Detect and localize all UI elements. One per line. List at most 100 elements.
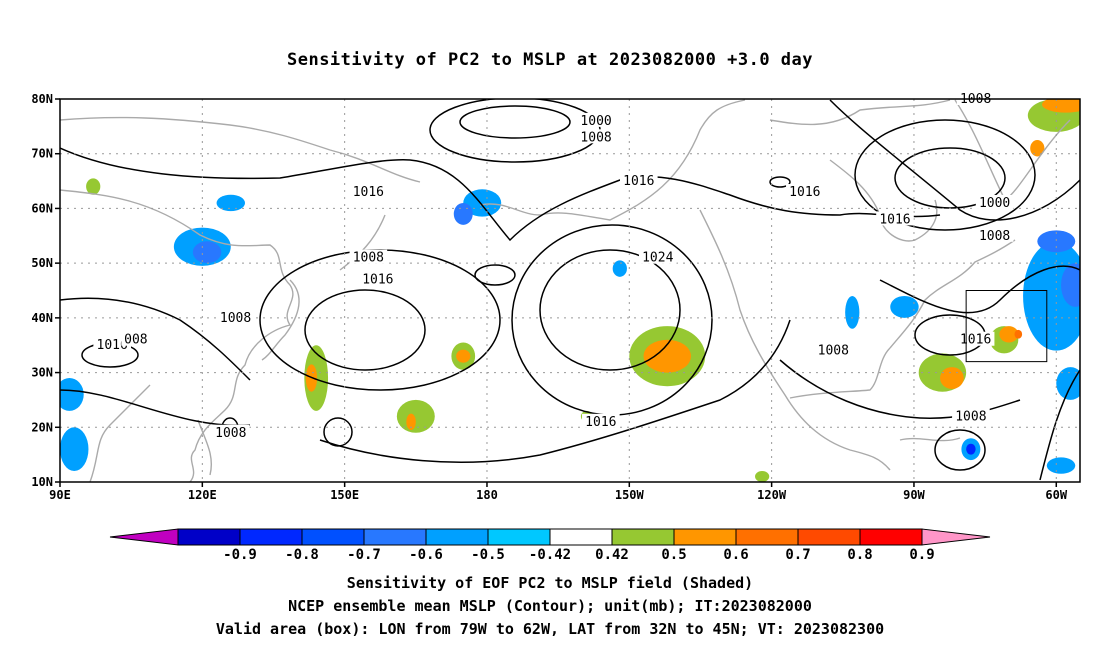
colorbar-label: -0.5: [471, 547, 505, 563]
map-title: Sensitivity of PC2 to MSLP at 2023082000…: [286, 50, 813, 70]
sensitivity-patch-pos_0_6: [940, 367, 964, 389]
contour-label: 1008: [979, 229, 1010, 244]
sensitivity-patch-neg_0_5: [60, 378, 84, 411]
colorbar-label: 0.6: [723, 547, 748, 563]
contour-1016-south: [319, 319, 791, 463]
contour-label: 1016: [960, 333, 991, 348]
contour-1008-asia: [60, 297, 251, 381]
coastline-gulf: [789, 347, 891, 399]
sensitivity-patch-pos_0_6: [1042, 99, 1080, 113]
colorbar-swatch: [673, 528, 737, 546]
sensitivity-patch-pos_0_5: [86, 178, 101, 195]
coastline-kamchatka: [339, 214, 386, 271]
colorbar-swatch: [363, 528, 427, 546]
lat-tick-label: 20N: [31, 420, 53, 434]
contour-label-bg: [211, 424, 250, 439]
lon-tick-label: 90E: [49, 488, 71, 502]
colorbar-label: 0.42: [595, 547, 629, 563]
plot-background: [60, 99, 1080, 482]
sensitivity-shading-layer: [60, 99, 1080, 482]
sensitivity-patch-neg_0_5: [1023, 241, 1080, 351]
contour-label: 1008: [215, 426, 246, 441]
coastline-hudson: [829, 159, 938, 242]
lat-tick-label: 40N: [31, 311, 53, 325]
caption-shaded: Sensitivity of EOF PC2 to MSLP field (Sh…: [346, 574, 754, 592]
coastline-alaska: [479, 99, 746, 221]
coastline-japan: [261, 279, 300, 361]
contour-1000-north-pacific: [459, 105, 571, 139]
sensitivity-patch-neg_0_5: [463, 189, 502, 217]
lat-tick-label: 30N: [31, 366, 53, 380]
contour-label: 1000: [979, 196, 1010, 211]
contour-label: 1000: [580, 114, 611, 129]
sensitivity-patch-pos_0_6: [456, 349, 471, 363]
colorbar: -0.9 -0.8 -0.7 -0.6 -0.5 -0.42 0.42 0.5 0.6 0.7 0.…: [109, 528, 991, 563]
lat-tick-label: 10N: [31, 475, 53, 489]
contour-small-4: [769, 176, 791, 188]
colorbar-label: 0.9: [909, 547, 934, 563]
contour-label: 1008: [580, 130, 611, 145]
colorbar-swatch: [239, 528, 303, 546]
contour-label-bg: [577, 112, 615, 127]
colorbar-swatch: [611, 528, 675, 546]
contour-label-bg: [582, 413, 620, 428]
lon-tick-label: 60W: [1045, 488, 1067, 502]
contour-label: 1016: [623, 174, 654, 189]
coastline-caribbean: [899, 437, 961, 442]
plot-frame: [59, 98, 1081, 483]
lon-tick-label: 150W: [615, 488, 645, 502]
contour-label: 1016: [879, 212, 910, 227]
caption-contour: NCEP ensemble mean MSLP (Contour); unit(…: [288, 597, 812, 615]
colorbar-label: 0.7: [785, 547, 810, 563]
coastline-asia: [60, 189, 294, 482]
lon-tick-label: 150E: [330, 488, 359, 502]
colorbar-swatch: [177, 528, 241, 546]
colorbar-label: -0.8: [285, 547, 319, 563]
contour-1016-east: [829, 99, 1080, 221]
sensitivity-patch-neg_0_5: [845, 295, 860, 329]
contour-1024-pacific-high: [539, 249, 681, 371]
coastline-indochina: [89, 384, 151, 482]
contour-label: 1008: [818, 344, 849, 359]
contour-label-bg: [638, 249, 677, 264]
contour-label: 1016: [97, 338, 128, 353]
lat-tick-label: 80N: [31, 92, 53, 106]
sensitivity-patch-pos_0_5: [755, 471, 770, 482]
contour-small-2: [323, 417, 353, 447]
colorbar-label: -0.7: [347, 547, 381, 563]
colorbar-label: -0.42: [529, 547, 571, 563]
lat-tick-label: 70N: [31, 147, 53, 161]
lat-tick-label: 50N: [31, 256, 53, 270]
sensitivity-patch-neg_0_5: [60, 427, 89, 472]
contour-label: 1008: [353, 251, 384, 266]
sensitivity-patch-neg_0_5: [1046, 457, 1076, 474]
contour-label-bg: [216, 309, 255, 324]
sensitivity-patch-neg_0_5: [890, 295, 919, 318]
contour-label-bg: [876, 211, 914, 226]
contour-label-bg: [349, 184, 388, 199]
contour-label-bg: [359, 271, 397, 286]
colorbar-swatch: [797, 528, 861, 546]
sensitivity-patch-neg_0_6: [192, 241, 222, 264]
sensitivity-patch-pos_0_6: [999, 326, 1019, 343]
contour-label-bg: [121, 331, 151, 346]
contour-small-1: [474, 264, 516, 286]
contour-label-bg: [952, 408, 990, 423]
contour-label-bg: [814, 342, 853, 357]
colorbar-label: -0.9: [223, 547, 257, 563]
sensitivity-patch-neg_0_5: [216, 194, 246, 212]
coastline-arctic-is: [769, 99, 951, 126]
sensitivity-patch-neg_0_6: [453, 202, 473, 225]
colorbar-swatch: [859, 528, 923, 546]
colorbar-label: 0.8: [847, 547, 872, 563]
colorbar-swatch: [425, 528, 489, 546]
lon-tick-label: 120E: [188, 488, 217, 502]
sensitivity-patch-pos_0_6: [643, 339, 691, 373]
coastline-layer: [60, 99, 1071, 482]
contour-label-bg: [577, 129, 615, 144]
sensitivity-patch-pos_0_6: [406, 413, 416, 431]
colorbar-label: 0.5: [661, 547, 686, 563]
contour-1016-west-pacific: [304, 289, 426, 371]
sensitivity-patch-pos_0_5: [396, 399, 435, 433]
